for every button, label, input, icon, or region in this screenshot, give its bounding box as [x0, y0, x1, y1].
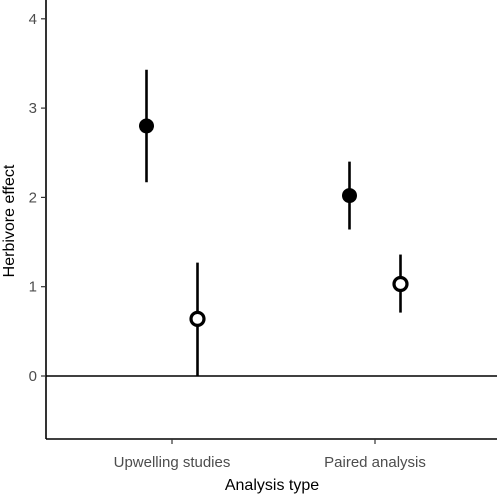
- x-tick-label: Paired analysis: [324, 454, 426, 471]
- x-axis: Upwelling studies Paired analysis: [46, 438, 497, 471]
- y-axis-title: Herbivore effect: [1, 164, 18, 277]
- y-tick-label: 3: [29, 100, 37, 117]
- y-axis: 0 1 2 3 4: [29, 0, 47, 439]
- y-tick-label: 1: [29, 279, 37, 296]
- x-tick-label: Upwelling studies: [114, 454, 231, 471]
- y-tick-label: 0: [29, 368, 37, 385]
- point-filled: [139, 118, 154, 134]
- x-axis-title: Analysis type: [225, 477, 319, 494]
- marks: [139, 69, 409, 376]
- point-filled: [342, 188, 357, 204]
- y-tick-label: 4: [29, 11, 37, 28]
- point-open: [392, 275, 409, 293]
- point-open: [189, 310, 206, 327]
- y-tick-label: 2: [29, 189, 37, 206]
